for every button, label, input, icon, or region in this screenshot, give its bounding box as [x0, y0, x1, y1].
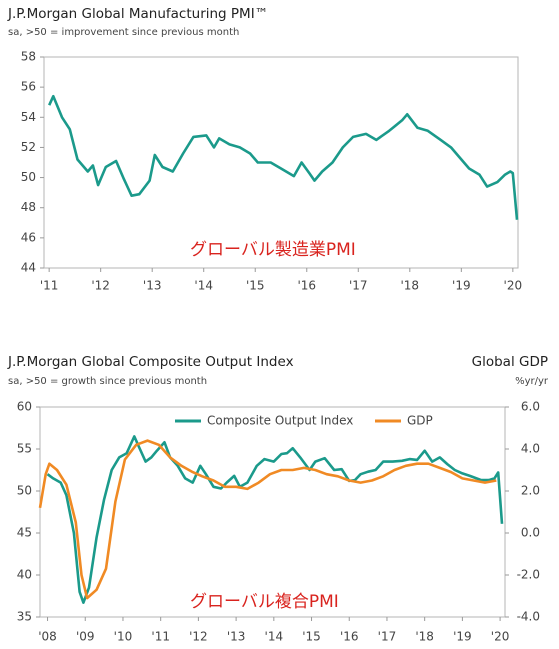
y2-tick-label: 4.0 — [521, 442, 540, 456]
x-tick-label: '10 — [114, 630, 133, 644]
annotation: グローバル複合PMI — [190, 592, 339, 612]
legend-label: Composite Output Index — [207, 414, 353, 428]
plot-frame — [43, 56, 519, 269]
x-tick-label: '11 — [40, 279, 59, 293]
y-tick-label: 56 — [21, 80, 36, 94]
y-tick-label: 35 — [17, 610, 32, 624]
x-tick-label: '15 — [246, 279, 265, 293]
x-tick-label: '14 — [194, 279, 213, 293]
plot-frame — [39, 406, 506, 618]
y2-tick-label: 0.0 — [521, 526, 540, 540]
x-tick-label: '16 — [297, 279, 316, 293]
x-tick-label: '14 — [265, 630, 284, 644]
x-tick-label: '18 — [401, 279, 420, 293]
y-tick-label: 52 — [21, 140, 36, 154]
y-tick-label: 44 — [21, 261, 36, 275]
y-tick-label: 48 — [21, 200, 36, 214]
x-tick-label: '17 — [349, 279, 368, 293]
y-tick-label: 60 — [17, 400, 32, 414]
y-tick-label: 54 — [21, 110, 36, 124]
y2-title: Global GDP — [472, 354, 548, 370]
y-tick-label: 46 — [21, 230, 36, 244]
y-tick-label: 58 — [21, 50, 36, 64]
x-tick-label: '11 — [151, 630, 170, 644]
x-tick-label: '09 — [76, 630, 95, 644]
x-tick-label: '16 — [340, 630, 359, 644]
y-tick-label: 45 — [17, 526, 32, 540]
chart-subtitle: sa, >50 = growth since previous month — [8, 376, 207, 387]
x-tick-label: '13 — [143, 279, 162, 293]
y2-tick-label: 2.0 — [521, 484, 540, 498]
series-line — [38, 439, 497, 600]
annotation: グローバル製造業PMI — [190, 240, 356, 260]
x-tick-label: '20 — [504, 279, 523, 293]
y-tick-label: 55 — [17, 442, 32, 456]
y2-tick-label: 6.0 — [521, 400, 540, 414]
y2-tick-label: -2.0 — [517, 568, 540, 582]
y-tick-label: 50 — [21, 170, 36, 184]
x-tick-label: '19 — [453, 630, 472, 644]
x-tick-label: '15 — [302, 630, 321, 644]
y2-tick-label: -4.0 — [517, 610, 540, 624]
x-tick-label: '19 — [452, 279, 471, 293]
legend-label: GDP — [407, 414, 433, 428]
series-line — [46, 435, 504, 604]
series-line — [48, 94, 519, 220]
y-tick-label: 40 — [17, 568, 32, 582]
y-tick-label: 50 — [17, 484, 32, 498]
x-tick-label: '08 — [38, 630, 57, 644]
x-tick-label: '12 — [189, 630, 208, 644]
x-tick-label: '12 — [91, 279, 110, 293]
chart-title: J.P.Morgan Global Manufacturing PMI™ — [7, 6, 268, 22]
x-tick-label: '18 — [415, 630, 434, 644]
chart-subtitle: sa, >50 = improvement since previous mon… — [8, 27, 239, 38]
x-tick-label: '17 — [378, 630, 397, 644]
x-tick-label: '20 — [491, 630, 510, 644]
y2-subtitle: %yr/yr — [515, 376, 549, 387]
chart-title: J.P.Morgan Global Composite Output Index — [7, 354, 294, 370]
x-tick-label: '13 — [227, 630, 246, 644]
